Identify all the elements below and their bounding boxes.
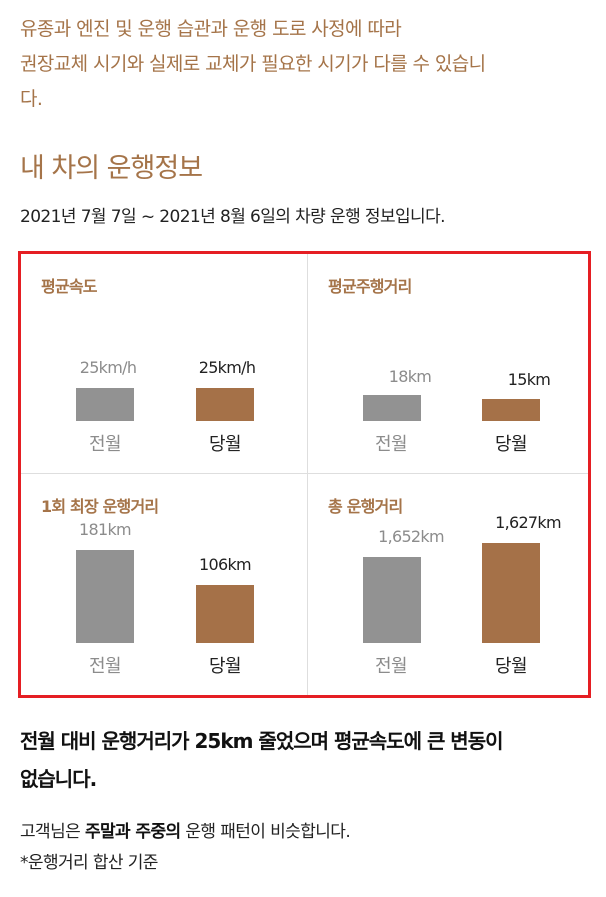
curr-bar	[482, 543, 540, 643]
intro-line-2: 권장교체 시기와 실제로 교체가 필요한 시기가 다를 수 있습니	[20, 53, 486, 75]
prev-value-label: 18km	[388, 367, 432, 386]
curr-month-label: 당월	[494, 656, 528, 677]
horizontal-divider	[21, 473, 588, 474]
pattern-suffix: 운행 패턴이 비슷합니다.	[180, 822, 351, 842]
intro-line-1: 유종과 엔진 및 운행 습관과 운행 도로 사정에 따라	[20, 18, 402, 40]
prev-bar	[76, 388, 134, 421]
curr-value-label: 25km/h	[198, 358, 256, 377]
curr-bar	[482, 399, 540, 421]
section-title: 내 차의 운행정보	[20, 153, 203, 184]
panel-title: 평균주행거리	[328, 277, 412, 296]
curr-value-label: 1,627km	[495, 513, 561, 532]
panel-longest-single-trip: 1회 최장 운행거리 181km 106km 전월 당월	[21, 474, 304, 694]
panel-title: 1회 최장 운행거리	[41, 497, 159, 516]
summary-text: 전월 대비 운행거리가 25km 줄었으며 평균속도에 큰 변동이 없습니다.	[20, 722, 590, 798]
prev-month-label: 전월	[374, 656, 408, 677]
intro-text: 유종과 엔진 및 운행 습관과 운행 도로 사정에 따라 권장교체 시기와 실제…	[20, 12, 590, 117]
pattern-emphasis: 주말과 주중의	[84, 822, 181, 842]
panel-total-distance: 총 운행거리 1,652km 1,627km 전월 당월	[308, 474, 591, 694]
vertical-divider	[307, 254, 308, 695]
prev-value-label: 181km	[79, 520, 132, 539]
driving-stats-box: 평균속도 25km/h 25km/h 전월 당월 평균주행거리 18km 15k…	[18, 251, 591, 698]
driving-pattern-text: 고객님은 주말과 주중의 운행 패턴이 비슷합니다.	[20, 817, 351, 842]
intro-line-3: 다.	[20, 88, 43, 110]
prev-value-label: 25km/h	[79, 358, 137, 377]
curr-month-label: 당월	[208, 434, 242, 455]
panel-title: 총 운행거리	[328, 497, 403, 516]
panel-average-distance: 평균주행거리 18km 15km 전월 당월	[308, 254, 591, 474]
prev-bar	[76, 550, 134, 643]
prev-value-label: 1,652km	[378, 527, 444, 546]
curr-month-label: 당월	[494, 434, 528, 455]
prev-bar	[363, 395, 421, 421]
curr-value-label: 15km	[507, 370, 551, 389]
summary-line-1: 전월 대비 운행거리가 25km 줄었으며 평균속도에 큰 변동이	[20, 729, 504, 753]
footnote: *운행거리 합산 기준	[20, 853, 158, 873]
panel-average-speed: 평균속도 25km/h 25km/h 전월 당월	[21, 254, 304, 474]
period-text: 2021년 7월 7일 ~ 2021년 8월 6일의 차량 운행 정보입니다.	[20, 207, 446, 227]
curr-bar	[196, 388, 254, 421]
curr-month-label: 당월	[208, 656, 242, 677]
curr-bar	[196, 585, 254, 643]
pattern-prefix: 고객님은	[20, 822, 85, 842]
summary-line-2: 없습니다.	[20, 767, 97, 791]
prev-month-label: 전월	[88, 656, 122, 677]
prev-month-label: 전월	[88, 434, 122, 455]
prev-bar	[363, 557, 421, 643]
curr-value-label: 106km	[199, 555, 252, 574]
prev-month-label: 전월	[374, 434, 408, 455]
panel-title: 평균속도	[41, 277, 97, 296]
